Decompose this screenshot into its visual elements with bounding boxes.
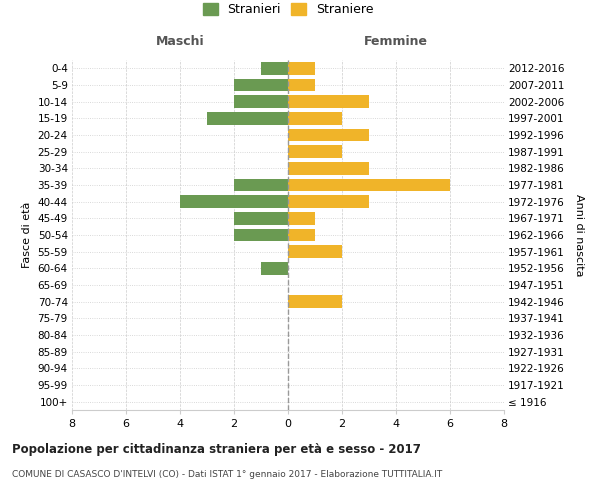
Bar <box>234 79 288 92</box>
Bar <box>288 112 342 124</box>
Y-axis label: Anni di nascita: Anni di nascita <box>574 194 584 276</box>
Bar <box>288 79 315 92</box>
Bar <box>288 129 369 141</box>
Legend: Stranieri, Straniere: Stranieri, Straniere <box>203 4 373 16</box>
Bar <box>288 296 342 308</box>
Bar <box>180 196 288 208</box>
Bar <box>234 212 288 224</box>
Text: Femmine: Femmine <box>364 34 428 48</box>
Bar <box>288 212 315 224</box>
Bar <box>288 196 369 208</box>
Bar <box>288 162 369 174</box>
Text: COMUNE DI CASASCO D'INTELVI (CO) - Dati ISTAT 1° gennaio 2017 - Elaborazione TUT: COMUNE DI CASASCO D'INTELVI (CO) - Dati … <box>12 470 442 479</box>
Bar <box>288 62 315 74</box>
Bar <box>288 146 342 158</box>
Bar <box>234 229 288 241</box>
Bar <box>288 179 450 192</box>
Bar <box>261 62 288 74</box>
Bar <box>234 179 288 192</box>
Bar <box>261 262 288 274</box>
Bar <box>288 229 315 241</box>
Text: Popolazione per cittadinanza straniera per età e sesso - 2017: Popolazione per cittadinanza straniera p… <box>12 442 421 456</box>
Bar <box>288 96 369 108</box>
Bar <box>207 112 288 124</box>
Bar <box>234 96 288 108</box>
Bar <box>288 246 342 258</box>
Text: Maschi: Maschi <box>155 34 205 48</box>
Y-axis label: Fasce di età: Fasce di età <box>22 202 32 268</box>
